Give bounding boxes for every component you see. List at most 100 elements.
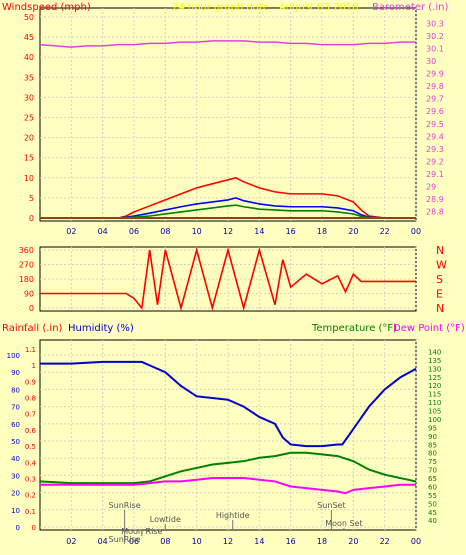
barometer-y-tick-label: 29 (426, 183, 436, 192)
humidity-y-tick-label: 30 (11, 472, 20, 480)
dir-y-tick-label: 90 (24, 290, 34, 299)
dir-y-tick-label: 270 (19, 261, 34, 270)
barometer-y-tick-label: 29.9 (426, 70, 444, 79)
barometer-y-tick-label: 29.6 (426, 107, 444, 116)
barometer-axis-title: Barometer (.in) (372, 2, 448, 13)
wind-x-tick-label: 12 (223, 227, 233, 236)
wind-x-tick-label: 18 (317, 227, 327, 236)
rain-y-tick-label: 0.8 (25, 395, 36, 403)
wind-x-tick-label: 14 (254, 227, 264, 236)
dir-y-tick-label: 0 (29, 304, 34, 313)
dir-compass-label: S (436, 273, 443, 286)
wind-x-tick-label: 04 (98, 227, 108, 236)
wind-x-tick-label: 06 (129, 227, 139, 236)
temp-x-tick-label: 20 (348, 537, 358, 546)
temp-y-tick-label: 125 (428, 374, 441, 382)
temp-y-tick-label: 40 (428, 517, 437, 525)
wind-x-tick-label: 20 (348, 227, 358, 236)
humidity-y-tick-label: 40 (11, 455, 20, 463)
barometer-y-tick-label: 29.1 (426, 170, 444, 179)
dir-compass-label: E (436, 288, 443, 301)
barometer-y-tick-label: 29.4 (426, 132, 444, 141)
temp-y-tick-label: 115 (428, 391, 441, 399)
barometer-y-tick-label: 30.2 (426, 32, 444, 41)
dew-point-line (40, 477, 416, 495)
wind-x-tick-label: 02 (66, 227, 76, 236)
humidity-axis-title: Humidity (%) (68, 323, 134, 334)
temp-y-tick-label: 140 (428, 348, 441, 356)
rain-y-tick-label: 0.9 (25, 378, 36, 386)
temperature-line (39, 451, 417, 485)
annotation-label: Hightide (216, 511, 250, 520)
temperature-axis-title: Temperature (°F) (311, 323, 397, 334)
barometer-y-tick-label: 28.9 (426, 195, 444, 204)
temp-x-tick-label: 06 (129, 537, 139, 546)
wind-y-tick-label: 30 (24, 93, 34, 102)
wind-y-tick-label: 20 (24, 134, 34, 143)
temp-y-tick-label: 60 (428, 483, 437, 491)
wind-y-tick-label: 50 (24, 13, 34, 22)
temp-y-tick-label: 90 (428, 433, 437, 441)
temp-y-tick-label: 80 (428, 450, 437, 458)
temp-y-tick-label: 45 (428, 509, 437, 517)
wind-y-tick-label: 15 (24, 154, 34, 163)
rain-y-tick-label: 0.3 (25, 475, 36, 483)
dir-compass-label: N (436, 244, 444, 257)
humidity-y-tick-label: 60 (11, 421, 20, 429)
wind-gust-line (40, 176, 416, 219)
temp-y-tick-label: 130 (428, 365, 441, 373)
wind-x-tick-label: 10 (192, 227, 202, 236)
temp-y-tick-label: 100 (428, 416, 441, 424)
wind-x-tick-label: 00 (411, 227, 421, 236)
temp-x-tick-label: 08 (160, 537, 170, 546)
humidity-y-tick-label: 90 (11, 369, 20, 377)
dewpoint-axis-title: Dew Point (°F) (393, 323, 465, 334)
dir-y-tick-label: 360 (19, 246, 34, 255)
rain-y-tick-label: 0.4 (25, 459, 37, 467)
wind-y-tick-label: 25 (24, 114, 34, 123)
barometer-line (39, 40, 416, 48)
rain-y-tick-label: 0.7 (25, 411, 36, 419)
humidity-y-tick-label: 70 (11, 404, 20, 412)
annotation-label: SunSet (317, 501, 345, 510)
rain-y-tick-label: 1 (32, 362, 36, 370)
temp-x-tick-label: 18 (317, 537, 327, 546)
rain-y-tick-label: 0.1 (25, 508, 36, 516)
rain-y-tick-label: 0 (32, 524, 36, 532)
wind-y-tick-label: 5 (29, 194, 34, 203)
wind-axis-title: Windspeed (mph) (2, 2, 91, 13)
temp-y-tick-label: 75 (428, 458, 437, 466)
annotation-label: Moon Set (325, 519, 362, 528)
wind-y-tick-label: 35 (24, 73, 34, 82)
temp-y-tick-label: 135 (428, 357, 441, 365)
barometer-y-tick-label: 29.8 (426, 82, 444, 91)
barometer-y-tick-label: 28.8 (426, 208, 444, 217)
wind-y-tick-label: 10 (24, 174, 34, 183)
temp-x-tick-label: 00 (411, 537, 421, 546)
wind-y-tick-label: 40 (24, 53, 34, 62)
temp-y-tick-label: 55 (428, 492, 437, 500)
temp-y-tick-label: 50 (428, 500, 437, 508)
temp-y-tick-label: 65 (428, 475, 437, 483)
wind-x-tick-label: 22 (380, 227, 390, 236)
temp-x-tick-label: 16 (286, 537, 296, 546)
barometer-y-tick-label: 29.5 (426, 120, 444, 129)
humidity-y-tick-label: 0 (16, 524, 20, 532)
humidity-y-tick-label: 50 (11, 438, 20, 446)
annotation-label: SunRise (109, 501, 141, 510)
temp-y-tick-label: 85 (428, 441, 437, 449)
barometer-y-tick-label: 30.3 (426, 19, 444, 28)
rain-y-tick-label: 0.2 (25, 492, 36, 500)
temp-y-tick-label: 110 (428, 399, 441, 407)
humidity-y-tick-label: 80 (11, 386, 20, 394)
dir-y-tick-label: 180 (19, 275, 34, 284)
temp-x-tick-label: 22 (380, 537, 390, 546)
temp-y-tick-label: 70 (428, 467, 437, 475)
annotation-label: Moon Rise (121, 527, 162, 536)
wind-y-tick-label: 0 (29, 214, 34, 223)
rain-y-tick-label: 1.1 (25, 346, 36, 354)
humidity-y-tick-label: 100 (7, 352, 20, 360)
temp-x-tick-label: 10 (192, 537, 202, 546)
